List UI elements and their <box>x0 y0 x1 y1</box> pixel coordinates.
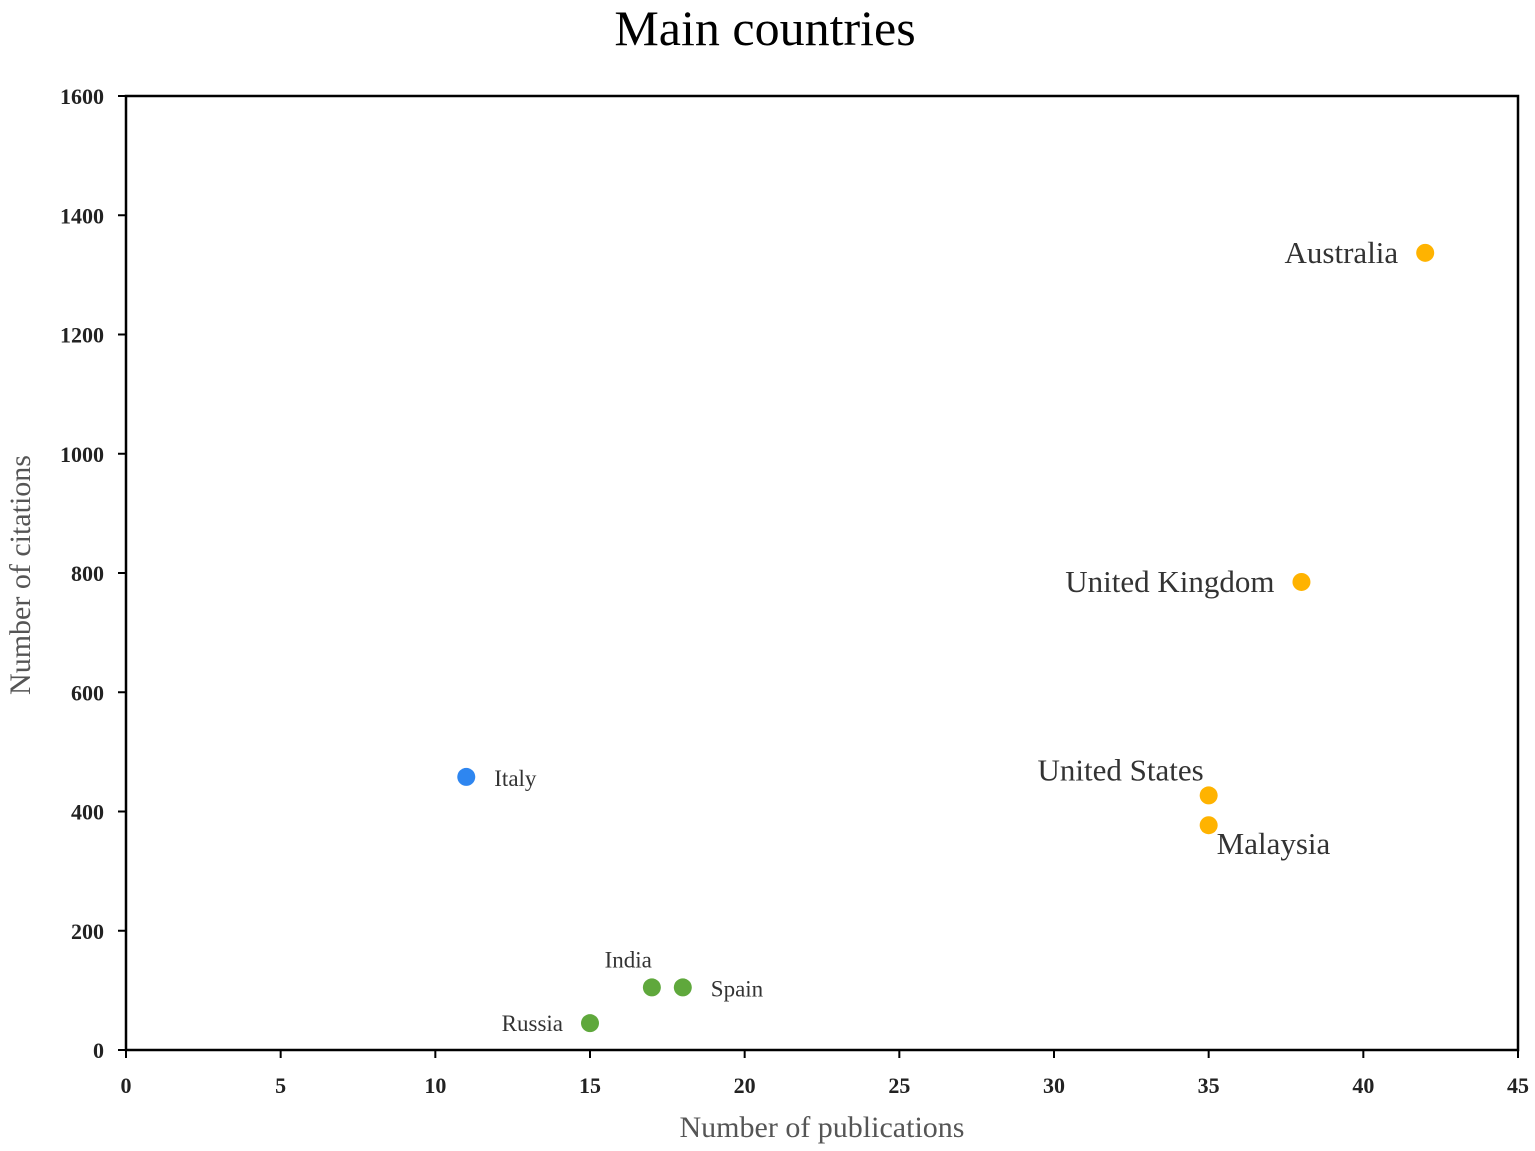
y-tick-label: 1000 <box>60 442 104 467</box>
x-tick-label: 40 <box>1352 1073 1374 1098</box>
y-tick-label: 1200 <box>60 323 104 348</box>
y-tick-label: 600 <box>71 680 104 705</box>
x-tick-label: 5 <box>275 1073 286 1098</box>
point-italy <box>457 767 476 786</box>
point-australia <box>1416 243 1435 262</box>
y-tick-label: 1600 <box>60 84 104 109</box>
x-tick-label: 0 <box>121 1073 132 1098</box>
label-india: India <box>605 947 652 972</box>
x-tick-label: 25 <box>888 1073 910 1098</box>
x-tick-label: 35 <box>1198 1073 1220 1098</box>
x-tick-label: 20 <box>734 1073 756 1098</box>
point-india <box>642 978 661 997</box>
y-tick-label: 800 <box>71 561 104 586</box>
chart-title: Main countries <box>614 0 915 56</box>
point-labels: Australia United Kingdom United States Mala… <box>494 235 1398 1036</box>
point-spain <box>673 978 692 997</box>
data-points <box>457 243 1435 1033</box>
label-united-states: United States <box>1037 752 1203 787</box>
x-tick-label: 10 <box>424 1073 446 1098</box>
x-tick-label: 15 <box>579 1073 601 1098</box>
point-united-states <box>1199 786 1218 805</box>
y-tick-label: 200 <box>71 919 104 944</box>
label-united-kingdom: United Kingdom <box>1065 564 1274 599</box>
label-spain: Spain <box>711 976 764 1001</box>
y-tick-label: 1400 <box>60 203 104 228</box>
x-axis-title: Number of publications <box>680 1111 965 1144</box>
x-tick-label: 45 <box>1507 1073 1529 1098</box>
point-united-kingdom <box>1292 572 1311 591</box>
ticks: 0 5 10 15 20 25 30 35 40 45 0 200 400 600 800 1000 1200 1… <box>60 84 1529 1098</box>
point-russia <box>581 1014 599 1033</box>
label-italy: Italy <box>494 766 537 791</box>
label-australia: Australia <box>1285 235 1399 270</box>
point-malaysia <box>1199 816 1218 835</box>
y-tick-label: 0 <box>93 1038 104 1063</box>
label-malaysia: Malaysia <box>1217 826 1331 861</box>
y-tick-label: 400 <box>71 800 104 825</box>
label-russia: Russia <box>502 1011 563 1036</box>
y-axis-title: Number of citations <box>4 455 37 695</box>
x-tick-label: 30 <box>1043 1073 1065 1098</box>
